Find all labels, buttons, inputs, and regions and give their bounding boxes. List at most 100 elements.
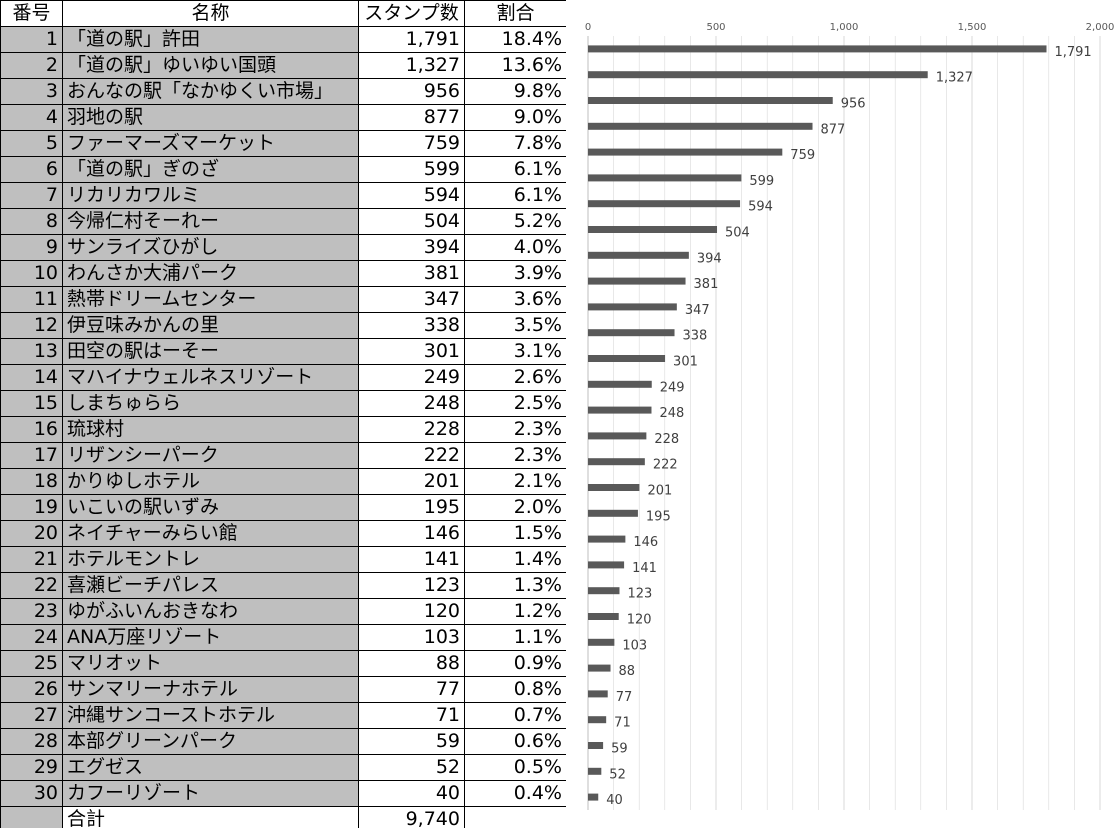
row-share: 1.3% bbox=[464, 572, 566, 599]
row-name: ANA万座リゾート bbox=[62, 624, 359, 651]
bar bbox=[588, 329, 675, 337]
table-row: 28 本部グリーンパーク 59 0.6% bbox=[0, 728, 566, 755]
row-number: 26 bbox=[0, 676, 63, 703]
row-name: 伊豆味みかんの里 bbox=[62, 312, 359, 339]
total-row: 合計 9,740 bbox=[0, 806, 566, 828]
bar bbox=[588, 742, 604, 749]
row-name: かりゆしホテル bbox=[62, 468, 359, 495]
data-label: 123 bbox=[627, 587, 652, 602]
data-label: 381 bbox=[694, 277, 719, 292]
row-share: 5.2% bbox=[464, 208, 566, 235]
row-share: 0.8% bbox=[464, 676, 566, 703]
row-share: 1.1% bbox=[464, 624, 566, 651]
table-row: 19 いこいの駅いずみ 195 2.0% bbox=[0, 494, 566, 521]
table-row: 16 琉球村 228 2.3% bbox=[0, 416, 566, 443]
row-stamp-count: 1,791 bbox=[358, 26, 465, 53]
row-share: 13.6% bbox=[464, 52, 566, 79]
data-label: 877 bbox=[821, 122, 846, 137]
data-label: 301 bbox=[673, 355, 698, 370]
table-row: 7 リカリカワルミ 594 6.1% bbox=[0, 182, 566, 209]
data-label: 1,791 bbox=[1054, 45, 1091, 60]
row-name: 沖縄サンコーストホテル bbox=[62, 702, 359, 729]
data-label: 71 bbox=[614, 716, 631, 731]
table-row: 13 田空の駅はーそー 301 3.1% bbox=[0, 338, 566, 365]
bar bbox=[588, 484, 640, 491]
row-number: 28 bbox=[0, 728, 63, 755]
row-share: 1.2% bbox=[464, 598, 566, 625]
row-share: 6.1% bbox=[464, 156, 566, 183]
data-label: 195 bbox=[646, 509, 671, 524]
row-name: わんさか大浦パーク bbox=[62, 260, 359, 287]
row-stamp-count: 222 bbox=[358, 442, 465, 469]
row-stamp-count: 123 bbox=[358, 572, 465, 599]
bar bbox=[588, 122, 813, 130]
total-label: 合計 bbox=[62, 806, 359, 828]
data-label: 40 bbox=[606, 793, 623, 808]
row-name: おんなの駅「なかゆくい市場」 bbox=[62, 78, 359, 105]
row-share: 0.7% bbox=[464, 702, 566, 729]
row-stamp-count: 52 bbox=[358, 754, 465, 781]
row-name: サンライズひがし bbox=[62, 234, 359, 261]
row-share: 3.5% bbox=[464, 312, 566, 339]
bar bbox=[588, 148, 783, 156]
data-label: 504 bbox=[725, 226, 750, 241]
row-share: 3.6% bbox=[464, 286, 566, 313]
data-label: 120 bbox=[627, 613, 652, 628]
row-number: 29 bbox=[0, 754, 63, 781]
row-name: カフーリゾート bbox=[62, 780, 359, 807]
bar bbox=[588, 200, 741, 208]
row-stamp-count: 759 bbox=[358, 130, 465, 157]
bar bbox=[588, 716, 607, 724]
data-label: 249 bbox=[660, 380, 685, 395]
data-label: 141 bbox=[632, 561, 657, 576]
x-tick-label: 1,000 bbox=[830, 22, 859, 33]
row-name: 羽地の駅 bbox=[62, 104, 359, 131]
bar bbox=[588, 613, 619, 620]
row-name: ネイチャーみらい館 bbox=[62, 520, 359, 547]
row-number: 24 bbox=[0, 624, 63, 651]
row-stamp-count: 201 bbox=[358, 468, 465, 495]
table-row: 11 熱帯ドリームセンター 347 3.6% bbox=[0, 286, 566, 313]
table-row: 22 喜瀬ビーチパレス 123 1.3% bbox=[0, 572, 566, 599]
row-stamp-count: 228 bbox=[358, 416, 465, 443]
header-name: 名称 bbox=[62, 0, 359, 27]
row-name: 今帰仁村そーれー bbox=[62, 208, 359, 235]
row-share: 0.4% bbox=[464, 780, 566, 807]
row-number: 25 bbox=[0, 650, 63, 677]
row-share: 2.5% bbox=[464, 390, 566, 417]
table-header-row: 番号 名称 スタンプ数 割合 bbox=[0, 0, 566, 27]
row-stamp-count: 877 bbox=[358, 104, 465, 131]
table-row: 1 「道の駅」許田 1,791 18.4% bbox=[0, 26, 566, 53]
row-share: 18.4% bbox=[464, 26, 566, 53]
row-stamp-count: 71 bbox=[358, 702, 465, 729]
stamp-table: 番号 名称 スタンプ数 割合 1 「道の駅」許田 1,791 18.4% 2 「道の駅」ゆ… bbox=[0, 0, 566, 828]
row-stamp-count: 146 bbox=[358, 520, 465, 547]
table-row: 9 サンライズひがし 394 4.0% bbox=[0, 234, 566, 261]
bar-chart-svg: 0 500 1,000 1,500 2,000 1,791 1,327 956 877 759 59… bbox=[585, 22, 1114, 810]
bar bbox=[588, 690, 608, 698]
row-number: 14 bbox=[0, 364, 63, 391]
row-stamp-count: 103 bbox=[358, 624, 465, 651]
row-name: 熱帯ドリームセンター bbox=[62, 286, 359, 313]
data-label: 228 bbox=[654, 432, 679, 447]
bar bbox=[588, 793, 599, 801]
table-row: 14 マハイナウェルネスリゾート 249 2.6% bbox=[0, 364, 566, 391]
row-number: 3 bbox=[0, 78, 63, 105]
data-label: 1,327 bbox=[936, 71, 973, 86]
row-number: 4 bbox=[0, 104, 63, 131]
row-number: 27 bbox=[0, 702, 63, 729]
data-label: 88 bbox=[619, 664, 636, 679]
data-label: 248 bbox=[659, 406, 684, 421]
bar bbox=[588, 432, 647, 440]
row-share: 1.5% bbox=[464, 520, 566, 547]
row-stamp-count: 301 bbox=[358, 338, 465, 365]
row-name: マリオット bbox=[62, 650, 359, 677]
table-row: 25 マリオット 88 0.9% bbox=[0, 650, 566, 677]
row-name: マハイナウェルネスリゾート bbox=[62, 364, 359, 391]
x-tick-label: 1,500 bbox=[958, 22, 987, 33]
row-stamp-count: 195 bbox=[358, 494, 465, 521]
bar bbox=[588, 303, 677, 311]
row-number: 10 bbox=[0, 260, 63, 287]
x-tick-label: 0 bbox=[585, 22, 591, 33]
data-label: 146 bbox=[633, 535, 658, 550]
